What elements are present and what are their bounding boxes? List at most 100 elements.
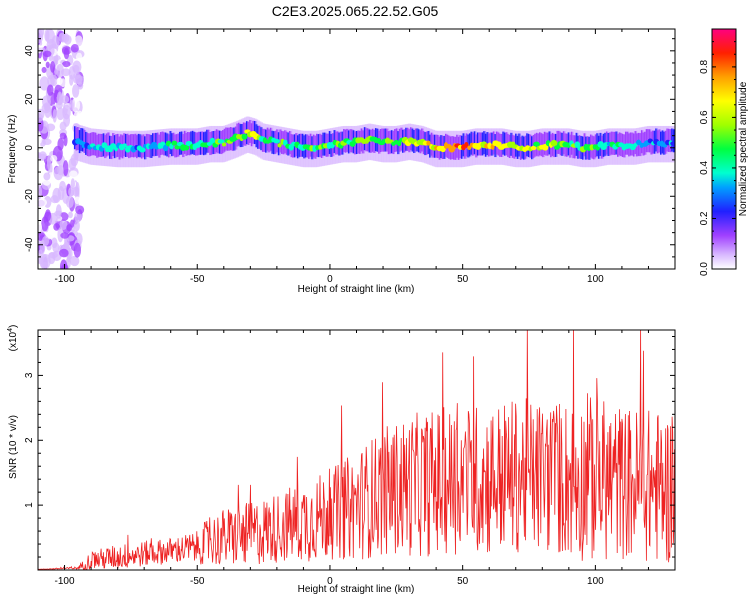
ridge-core xyxy=(122,143,127,148)
noise-blob xyxy=(68,211,73,219)
noise-blob xyxy=(70,44,79,53)
noise-blob xyxy=(48,251,58,259)
colorbar-axes: 0.0 0.2 0.4 0.6 0.8 xyxy=(699,41,736,276)
figure-title: C2E3.2025.065.22.52.G05 xyxy=(272,3,439,19)
colorbar-tick-label: 0.2 xyxy=(699,211,710,225)
snr-x-label: Height of straight line (km) xyxy=(298,584,415,595)
noise-blob xyxy=(63,113,71,127)
noise-blob xyxy=(38,249,43,257)
noise-blob xyxy=(39,253,49,269)
ridge-core xyxy=(426,140,431,146)
noise-blob xyxy=(69,170,78,179)
noise-blob xyxy=(57,138,64,151)
noise-blob xyxy=(75,52,83,62)
noise-blob xyxy=(46,228,53,240)
x-tick-label: 100 xyxy=(587,274,604,285)
noise-blob xyxy=(66,224,73,232)
noise-blob xyxy=(75,205,85,215)
ridge-core xyxy=(397,140,402,147)
ridge-core xyxy=(277,143,282,148)
x-tick-label: 0 xyxy=(327,576,333,587)
noise-blob xyxy=(52,242,60,253)
noise-blob xyxy=(38,222,43,232)
ridge-core xyxy=(171,140,178,146)
noise-blob xyxy=(59,248,69,258)
colorbar-gradient xyxy=(712,29,736,269)
noise-blob xyxy=(52,109,57,123)
noise-blob xyxy=(73,110,81,124)
ridge-core xyxy=(182,144,190,151)
noise-blob xyxy=(56,77,63,86)
noise-blob xyxy=(60,95,70,104)
ridge-core xyxy=(139,147,146,153)
colorbar-tick-label: 0.0 xyxy=(699,262,710,276)
noise-blob xyxy=(51,35,60,49)
noise-blob xyxy=(56,91,63,106)
noise-blob xyxy=(38,198,48,207)
noise-blob xyxy=(62,61,71,68)
noise-blob xyxy=(50,61,56,73)
noise-blob xyxy=(39,76,50,91)
snr-plot-area xyxy=(38,330,675,570)
noise-blob xyxy=(55,204,62,219)
y-tick-label: 0 xyxy=(24,145,35,151)
noise-blob xyxy=(62,160,69,177)
ridge-core xyxy=(574,141,581,149)
noise-blob xyxy=(59,219,68,230)
x-tick-label: 50 xyxy=(457,274,469,285)
noise-blob xyxy=(38,139,41,149)
noise-blob xyxy=(46,84,54,96)
spectrogram-panel: -100 -50 0 50 100 -40 -20 0 20 40 Height of strai… xyxy=(7,28,676,295)
noise-blob xyxy=(38,113,44,123)
ridge-core xyxy=(162,144,169,152)
x-tick-label: 50 xyxy=(457,576,469,587)
noise-blob xyxy=(41,216,49,232)
noise-blob xyxy=(68,187,75,197)
noise-blob xyxy=(73,72,81,79)
noise-blob xyxy=(53,223,60,231)
noise-blob xyxy=(75,182,80,197)
x-tick-label: -50 xyxy=(190,576,205,587)
noise-blob xyxy=(69,74,74,86)
snr-y-multiplier: (x104) xyxy=(7,325,19,352)
spectrogram-heatmap xyxy=(38,29,675,269)
y-tick-label: 3 xyxy=(24,372,35,378)
colorbar-tick-label: 0.8 xyxy=(699,60,710,74)
noise-blob xyxy=(67,146,73,158)
y-tick-label: 1 xyxy=(24,502,35,508)
spectrogram-axes: -100 -50 0 50 100 -40 -20 0 20 40 xyxy=(24,29,676,285)
snr-panel: -100 -50 0 50 100 1 2 3 Height of straight line… xyxy=(7,325,676,595)
ridge-core xyxy=(530,145,537,151)
ridge-core xyxy=(221,142,227,147)
noise-blob xyxy=(74,35,83,47)
noise-blob xyxy=(63,47,70,60)
noise-blob xyxy=(38,184,43,200)
ridge-core xyxy=(241,133,248,140)
noise-blob xyxy=(44,104,52,118)
noise-blob xyxy=(50,195,59,204)
noise-blob xyxy=(59,132,67,140)
noise-blob xyxy=(38,153,47,161)
ridge-core xyxy=(550,139,558,147)
noise-blob xyxy=(57,165,64,176)
spectrogram-y-label: Frequency (Hz) xyxy=(7,115,18,184)
noise-blob xyxy=(57,227,64,243)
noise-blob xyxy=(60,68,71,77)
snr-axes: -100 -50 0 50 100 1 2 3 xyxy=(24,330,676,587)
noise-blob xyxy=(38,29,44,44)
noise-blob xyxy=(69,255,80,267)
colorbar-tick-label: 0.6 xyxy=(699,110,710,124)
noise-blob xyxy=(50,74,58,87)
noise-blob xyxy=(74,196,81,205)
ridge-core xyxy=(209,137,216,145)
ridge-core xyxy=(464,141,469,148)
noise-blob xyxy=(43,172,51,181)
ridge-band xyxy=(672,129,675,153)
noise-blob xyxy=(72,84,80,98)
noise-blob xyxy=(70,178,75,190)
snr-y-label: SNR (10 * v/v) xyxy=(8,415,19,479)
y-tick-label: 20 xyxy=(24,93,35,105)
y-tick-label: -20 xyxy=(24,189,35,204)
noise-blob xyxy=(73,242,82,258)
